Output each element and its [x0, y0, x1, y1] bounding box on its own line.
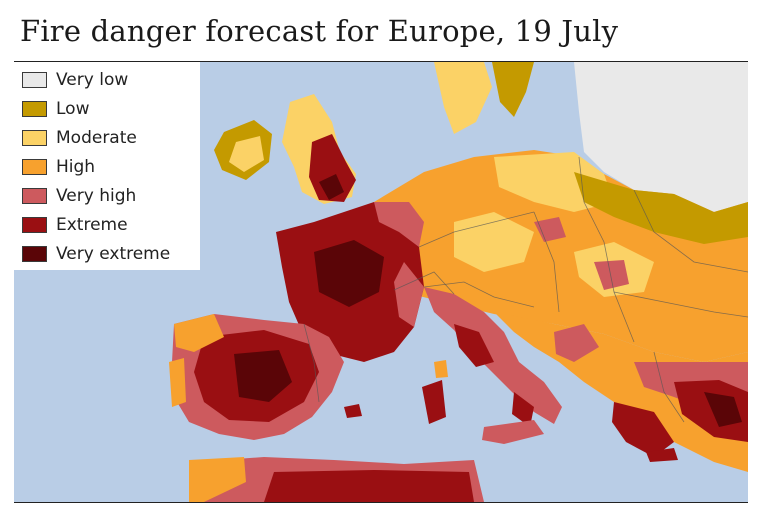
legend-label: High	[56, 157, 96, 177]
legend-swatch	[22, 159, 47, 175]
map-bottom-divider	[14, 502, 748, 503]
legend-item-low: Low	[22, 98, 89, 120]
legend-label: Very extreme	[56, 244, 171, 264]
fire-danger-map	[14, 62, 748, 502]
legend-label: Extreme	[56, 215, 128, 235]
legend-item-very-low: Very low	[22, 69, 128, 91]
legend-label: Moderate	[56, 128, 137, 148]
legend-swatch	[22, 246, 47, 262]
iberia	[169, 314, 344, 440]
legend-label: Low	[56, 99, 90, 119]
legend-swatch	[22, 101, 47, 117]
legend-item-extreme: Extreme	[22, 214, 128, 236]
italy	[422, 287, 562, 444]
legend-label: Very low	[56, 70, 129, 90]
legend-swatch	[22, 72, 47, 88]
islands	[344, 404, 678, 462]
france	[276, 202, 424, 362]
very-low-region-northeast	[574, 62, 748, 212]
north-africa	[189, 457, 484, 502]
legend-item-very-high: Very high	[22, 185, 136, 207]
legend-item-moderate: Moderate	[22, 127, 137, 149]
title-divider	[14, 61, 748, 62]
map-legend: Very low Low Moderate High Very high Ext…	[14, 62, 200, 270]
legend-swatch	[22, 217, 47, 233]
scandinavia	[434, 62, 534, 134]
legend-swatch	[22, 130, 47, 146]
legend-item-high: High	[22, 156, 95, 178]
country-borders	[303, 156, 748, 423]
page-title: Fire danger forecast for Europe, 19 July	[20, 14, 619, 48]
british-isles	[214, 94, 356, 204]
legend-swatch	[22, 188, 47, 204]
map-panel	[14, 62, 748, 502]
balkans	[494, 312, 748, 472]
legend-item-very-extreme: Very extreme	[22, 243, 170, 265]
legend-label: Very high	[56, 186, 137, 206]
